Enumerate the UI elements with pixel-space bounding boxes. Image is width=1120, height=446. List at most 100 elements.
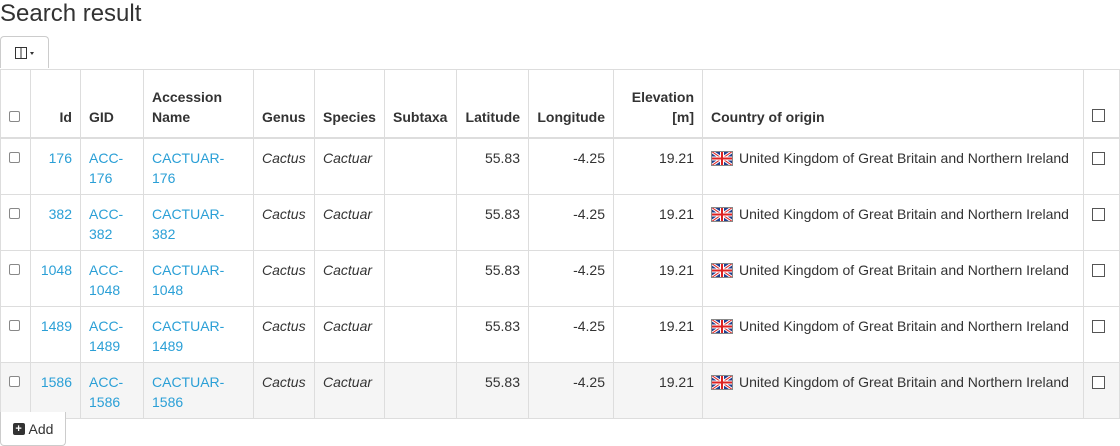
add-button[interactable]: + Add [0, 412, 66, 446]
row-select-cell [0, 361, 31, 419]
col-header-longitude[interactable]: Longitude [528, 69, 614, 139]
cell-latitude: 55.83 [456, 361, 529, 419]
country-name: United Kingdom of Great Britain and Nort… [739, 261, 1069, 278]
gid-link[interactable]: ACC-382 [89, 205, 124, 242]
column-toggle-button[interactable] [0, 36, 49, 68]
cell-gid: ACC-176 [80, 137, 144, 195]
cell-subtaxa [384, 361, 457, 419]
row-checkbox[interactable] [9, 263, 20, 275]
gid-link[interactable]: ACC-1489 [89, 317, 124, 354]
cell-elevation: 19.21 [613, 137, 703, 195]
uk-flag-icon [710, 149, 734, 171]
cell-genus: Cactus [253, 137, 315, 195]
col-header-species[interactable]: Species [314, 69, 385, 139]
cell-longitude: -4.25 [528, 249, 614, 307]
cell-species: Cactuar [314, 193, 385, 251]
uk-flag-icon [710, 261, 734, 283]
cell-longitude: -4.25 [528, 361, 614, 419]
mark-all-checkbox[interactable] [1092, 109, 1105, 122]
cell-id: 1048 [30, 249, 81, 307]
country-name: United Kingdom of Great Britain and Nort… [739, 373, 1069, 390]
cell-id: 176 [30, 137, 81, 195]
cell-country: United Kingdom of Great Britain and Nort… [702, 137, 1084, 195]
uk-flag-icon [710, 205, 734, 227]
columns-icon [14, 46, 34, 59]
page-title: Search result [0, 0, 142, 27]
cell-latitude: 55.83 [456, 305, 529, 363]
col-header-genus[interactable]: Genus [253, 69, 315, 139]
gid-link[interactable]: ACC-176 [89, 150, 124, 186]
accession-link[interactable]: CACTUAR-176 [152, 150, 225, 186]
row-mark-checkbox[interactable] [1092, 152, 1105, 165]
cell-country: United Kingdom of Great Britain and Nort… [702, 249, 1084, 307]
gid-link[interactable]: ACC-1048 [89, 261, 124, 298]
table-row: 382 ACC-382 CACTUAR-382 Cactus Cactuar 55.83-… [0, 193, 1120, 251]
gid-link[interactable]: ACC-1586 [89, 373, 124, 410]
row-checkbox[interactable] [9, 152, 20, 163]
col-header-id[interactable]: Id [30, 69, 81, 139]
row-checkbox[interactable] [9, 375, 20, 387]
cell-country: United Kingdom of Great Britain and Nort… [702, 305, 1084, 363]
cell-subtaxa [384, 137, 457, 195]
row-select-cell [0, 137, 31, 195]
accession-link[interactable]: CACTUAR-1586 [152, 373, 225, 410]
row-mark-checkbox[interactable] [1092, 263, 1105, 277]
country-name: United Kingdom of Great Britain and Nort… [739, 317, 1069, 334]
row-checkbox[interactable] [9, 207, 20, 219]
id-link[interactable]: 1048 [40, 261, 72, 278]
cell-subtaxa [384, 249, 457, 307]
cell-species: Cactuar [314, 137, 385, 195]
uk-flag-icon [710, 317, 734, 339]
cell-id: 1586 [30, 361, 81, 419]
cell-accession: CACTUAR-1048 [143, 249, 254, 307]
table-row: 176 ACC-176 CACTUAR-176 Cactus Cactuar 55.83-… [0, 137, 1120, 195]
cell-genus: Cactus [253, 249, 315, 307]
col-header-elevation[interactable]: Elevation [m] [613, 69, 703, 139]
col-header-accession[interactable]: Accession Name [143, 69, 254, 139]
cell-longitude: -4.25 [528, 305, 614, 363]
select-all-checkbox[interactable] [9, 111, 20, 122]
cell-elevation: 19.21 [613, 305, 703, 363]
row-mark-checkbox[interactable] [1092, 319, 1105, 333]
cell-genus: Cactus [253, 193, 315, 251]
cell-elevation: 19.21 [613, 249, 703, 307]
cell-species: Cactuar [314, 361, 385, 419]
country-name: United Kingdom of Great Britain and Nort… [739, 205, 1069, 222]
col-header-country[interactable]: Country of origin [702, 69, 1084, 139]
cell-species: Cactuar [314, 249, 385, 307]
accession-link[interactable]: CACTUAR-382 [152, 205, 225, 242]
table-row: 1048 ACC-1048 CACTUAR-1048 Cactus Cactuar 55.… [0, 249, 1120, 307]
results-table: Id GID Accession Name Genus Species Subt… [0, 69, 1120, 419]
id-link[interactable]: 1489 [40, 317, 72, 334]
row-mark-checkbox[interactable] [1092, 375, 1105, 389]
cell-longitude: -4.25 [528, 137, 614, 195]
cell-latitude: 55.83 [456, 249, 529, 307]
cell-country: United Kingdom of Great Britain and Nort… [702, 193, 1084, 251]
accession-link[interactable]: CACTUAR-1489 [152, 317, 225, 354]
row-mark-cell [1083, 137, 1120, 195]
cell-species: Cactuar [314, 305, 385, 363]
row-select-cell [0, 193, 31, 251]
cell-subtaxa [384, 305, 457, 363]
col-header-latitude[interactable]: Latitude [456, 69, 529, 139]
cell-subtaxa [384, 193, 457, 251]
mark-all-cell [1083, 69, 1120, 139]
cell-country: United Kingdom of Great Britain and Nort… [702, 361, 1084, 419]
uk-flag-icon [710, 373, 734, 395]
accession-link[interactable]: CACTUAR-1048 [152, 261, 225, 298]
cell-accession: CACTUAR-382 [143, 193, 254, 251]
col-header-gid[interactable]: GID [80, 69, 144, 139]
id-link[interactable]: 176 [48, 150, 72, 166]
row-mark-checkbox[interactable] [1092, 207, 1105, 221]
id-link[interactable]: 382 [48, 205, 72, 222]
table-row: 1586 ACC-1586 CACTUAR-1586 Cactus Cactuar 55.… [0, 361, 1120, 419]
id-link[interactable]: 1586 [40, 373, 72, 390]
country-name: United Kingdom of Great Britain and Nort… [739, 150, 1069, 166]
row-checkbox[interactable] [9, 319, 20, 331]
cell-gid: ACC-1586 [80, 361, 144, 419]
plus-square-icon: + [12, 422, 25, 435]
cell-latitude: 55.83 [456, 137, 529, 195]
cell-elevation: 19.21 [613, 361, 703, 419]
col-header-subtaxa[interactable]: Subtaxa [384, 69, 457, 139]
cell-accession: CACTUAR-1489 [143, 305, 254, 363]
